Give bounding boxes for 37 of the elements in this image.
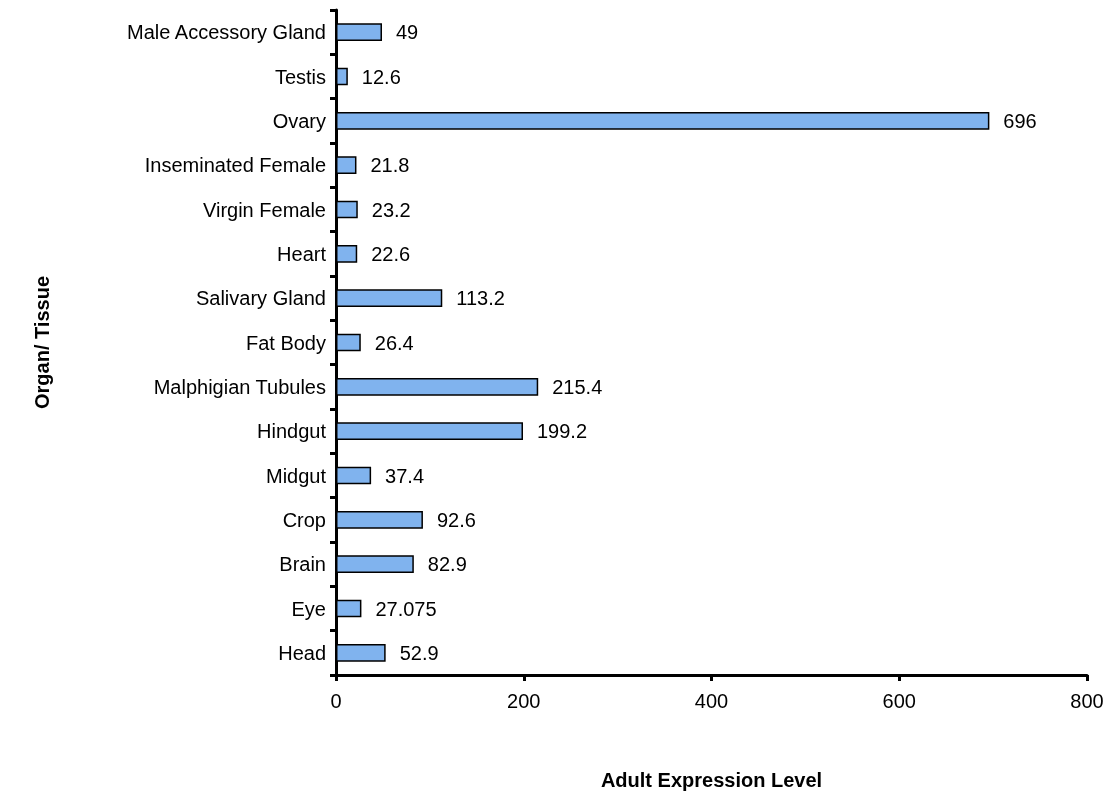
x-tick-label: 0: [330, 690, 342, 712]
x-axis-title: Adult Expression Level: [600, 769, 823, 791]
x-tick-label: 600: [882, 690, 916, 712]
y-tick-label: Virgin Female: [202, 198, 326, 221]
y-axis-title: Organ/ Tissue: [31, 275, 53, 410]
data-label: 82.9: [427, 553, 467, 576]
data-label: 696: [1003, 109, 1037, 132]
y-tick-label: Crop: [282, 508, 326, 531]
y-tick-label: Heart: [277, 242, 327, 265]
y-tick-label: Male Accessory Gland: [127, 21, 326, 44]
y-tick-label: Inseminated Female: [144, 154, 326, 177]
data-label: 92.6: [436, 508, 476, 531]
data-label: 23.2: [371, 198, 411, 221]
y-tick-label: Ovary: [272, 109, 326, 132]
data-label: 21.8: [370, 154, 410, 177]
data-label: 52.9: [399, 641, 439, 664]
y-tick-label: Fat Body: [245, 331, 326, 354]
y-tick-label: Midgut: [265, 464, 327, 487]
data-label: 49: [396, 21, 419, 44]
data-label: 199.2: [537, 420, 588, 443]
y-tick-label: Salivary Gland: [195, 287, 326, 310]
y-tick-label: Brain: [279, 553, 326, 576]
x-tick-label: 200: [507, 690, 541, 712]
data-label: 215.4: [552, 375, 603, 398]
data-label: 113.2: [456, 287, 505, 310]
y-tick-label: Testis: [274, 65, 326, 88]
data-label: 26.4: [374, 331, 414, 354]
x-tick-label: 800: [1070, 690, 1104, 712]
y-tick-label: Eye: [291, 597, 326, 620]
y-tick-label: Hindgut: [257, 420, 327, 443]
data-label: 37.4: [385, 464, 425, 487]
y-tick-label: Malphigian Tubules: [153, 375, 326, 398]
data-label: 22.6: [371, 242, 411, 265]
data-label: 27.075: [375, 597, 437, 620]
x-tick-label: 400: [694, 690, 729, 712]
y-tick-label: Head: [278, 641, 326, 664]
data-label: 12.6: [361, 65, 401, 88]
